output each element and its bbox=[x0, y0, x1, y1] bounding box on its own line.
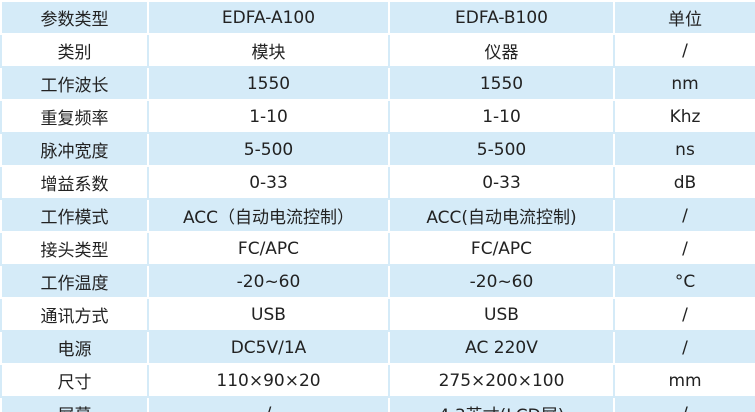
table-cell: 0-33 bbox=[147, 165, 390, 200]
table-cell: Khz bbox=[613, 99, 755, 134]
table-cell: 电源 bbox=[0, 330, 149, 365]
table-cell: 尺寸 bbox=[0, 363, 149, 398]
table-cell: 工作模式 bbox=[0, 198, 149, 233]
table-cell: 模块 bbox=[147, 33, 390, 68]
table-row: 工作波长 1550 1550 nm bbox=[0, 66, 755, 101]
table-cell: / bbox=[613, 198, 755, 233]
table-cell: °C bbox=[613, 264, 755, 299]
table-cell: -20~60 bbox=[388, 264, 615, 299]
table-cell: 275×200×100 bbox=[388, 363, 615, 398]
header-cell: 单位 bbox=[613, 0, 755, 35]
table-cell: 4.3英寸(LCD屏) bbox=[388, 396, 615, 412]
table-row: 重复频率 1-10 1-10 Khz bbox=[0, 99, 755, 134]
header-cell: EDFA-B100 bbox=[388, 0, 615, 35]
table-cell: DC5V/1A bbox=[147, 330, 390, 365]
table-cell: 接头类型 bbox=[0, 231, 149, 266]
table-row: 工作模式 ACC（自动电流控制） ACC(自动电流控制) / bbox=[0, 198, 755, 233]
table-cell: 仪器 bbox=[388, 33, 615, 68]
table-cell: ns bbox=[613, 132, 755, 167]
table-row: 脉冲宽度 5-500 5-500 ns bbox=[0, 132, 755, 167]
table-cell: mm bbox=[613, 363, 755, 398]
table-cell: 增益系数 bbox=[0, 165, 149, 200]
table-cell: 110×90×20 bbox=[147, 363, 390, 398]
table-cell: / bbox=[613, 330, 755, 365]
table-cell: -20~60 bbox=[147, 264, 390, 299]
table-cell: / bbox=[613, 297, 755, 332]
table-cell: / bbox=[613, 231, 755, 266]
table-cell: ACC(自动电流控制) bbox=[388, 198, 615, 233]
table-cell: FC/APC bbox=[388, 231, 615, 266]
table-cell: nm bbox=[613, 66, 755, 101]
table-row: 尺寸 110×90×20 275×200×100 mm bbox=[0, 363, 755, 398]
table-cell: 1550 bbox=[388, 66, 615, 101]
table-row: 类别 模块 仪器 / bbox=[0, 33, 755, 68]
table-cell: dB bbox=[613, 165, 755, 200]
table-cell: 重复频率 bbox=[0, 99, 149, 134]
header-cell: 参数类型 bbox=[0, 0, 149, 35]
table-cell: 1550 bbox=[147, 66, 390, 101]
table-cell: 0-33 bbox=[388, 165, 615, 200]
table-cell: 5-500 bbox=[388, 132, 615, 167]
table-cell: FC/APC bbox=[147, 231, 390, 266]
table-cell: 1-10 bbox=[147, 99, 390, 134]
table-cell: 类别 bbox=[0, 33, 149, 68]
table-cell: 屏幕 bbox=[0, 396, 149, 412]
table-cell: USB bbox=[388, 297, 615, 332]
table-cell: AC 220V bbox=[388, 330, 615, 365]
table-cell: 脉冲宽度 bbox=[0, 132, 149, 167]
table-row: 通讯方式 USB USB / bbox=[0, 297, 755, 332]
table-cell: 工作温度 bbox=[0, 264, 149, 299]
table-row: 电源 DC5V/1A AC 220V / bbox=[0, 330, 755, 365]
table-cell: / bbox=[613, 33, 755, 68]
table-row: 接头类型 FC/APC FC/APC / bbox=[0, 231, 755, 266]
table-cell: 通讯方式 bbox=[0, 297, 149, 332]
table-cell: ACC（自动电流控制） bbox=[147, 198, 390, 233]
table-cell: 工作波长 bbox=[0, 66, 149, 101]
table-cell: / bbox=[147, 396, 390, 412]
header-cell: EDFA-A100 bbox=[147, 0, 390, 35]
table-cell: 5-500 bbox=[147, 132, 390, 167]
table-row: 屏幕/4.3英寸(LCD屏)/ bbox=[0, 396, 755, 412]
table-cell: 1-10 bbox=[388, 99, 615, 134]
table-row: 增益系数 0-33 0-33 dB bbox=[0, 165, 755, 200]
table-cell: USB bbox=[147, 297, 390, 332]
table-cell: / bbox=[613, 396, 755, 412]
header-row: 参数类型 EDFA-A100 EDFA-B100 单位 bbox=[0, 0, 755, 35]
table-row: 工作温度 -20~60 -20~60 °C bbox=[0, 264, 755, 299]
